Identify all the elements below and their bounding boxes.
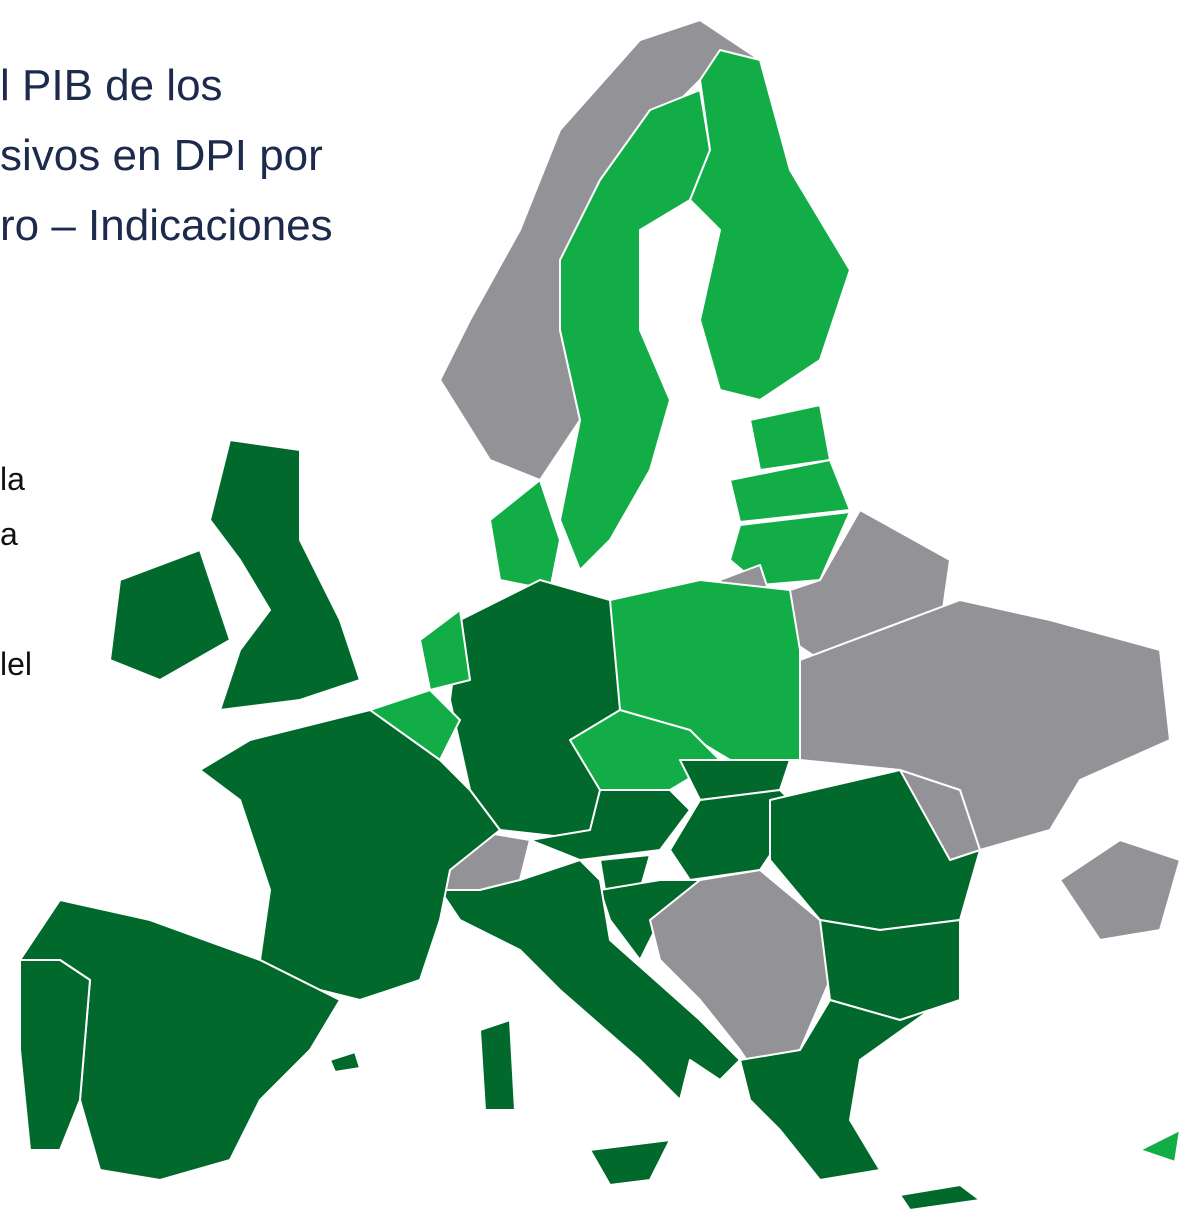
title: l PIB de los sivos en DPI por ro – Indic… xyxy=(0,61,333,250)
sardinia xyxy=(479,1019,516,1111)
body-line: a xyxy=(0,516,18,552)
portugal xyxy=(19,959,91,1151)
cyprus xyxy=(1139,1129,1181,1163)
crete xyxy=(899,1184,981,1211)
estonia xyxy=(749,404,831,471)
body-line: lel xyxy=(0,646,32,682)
greece xyxy=(739,999,931,1181)
title-line: l PIB de los xyxy=(0,61,223,110)
denmark xyxy=(489,479,561,591)
netherlands xyxy=(419,609,471,691)
sicily xyxy=(589,1139,671,1186)
crimea xyxy=(1059,839,1181,941)
italy xyxy=(439,859,741,1101)
austria xyxy=(529,789,691,861)
latvia xyxy=(729,459,851,523)
ireland xyxy=(109,549,231,681)
sweden xyxy=(559,89,711,571)
body-text: la a lel xyxy=(0,461,32,682)
title-line: sivos en DPI por xyxy=(0,131,323,180)
title-line: ro – Indicaciones xyxy=(0,201,333,250)
france xyxy=(199,709,501,1001)
body-line: la xyxy=(0,461,25,497)
ukraine xyxy=(799,599,1171,851)
moldova xyxy=(899,769,981,861)
finland xyxy=(689,49,851,401)
united-kingdom xyxy=(209,439,361,711)
mallorca xyxy=(329,1051,361,1073)
slovakia xyxy=(679,759,791,801)
countries xyxy=(19,19,1181,1211)
